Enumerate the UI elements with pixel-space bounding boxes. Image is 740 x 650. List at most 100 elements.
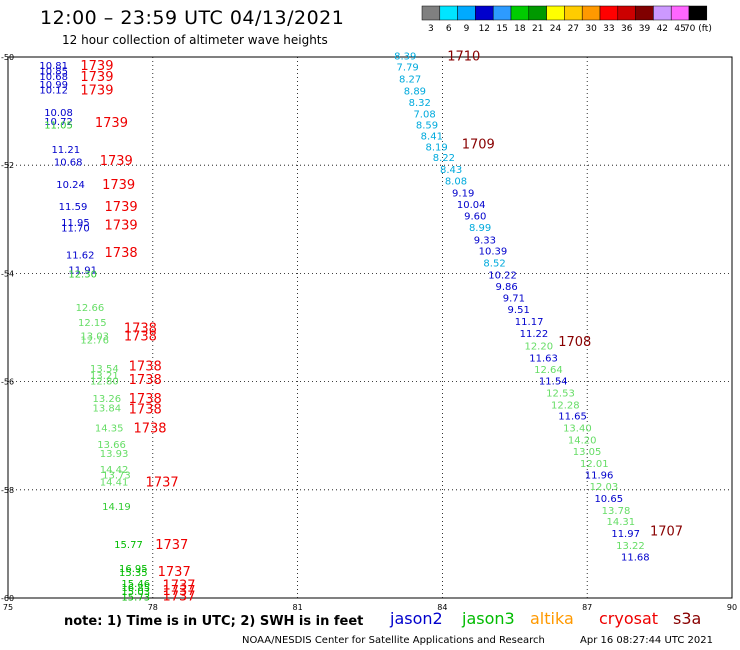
legend-label: 39 (639, 24, 651, 34)
wave-height-value: 8.32 (409, 98, 431, 109)
legend-swatch (599, 5, 619, 21)
wave-height-value: 9.86 (495, 282, 517, 293)
legend-swatch (546, 5, 565, 21)
wave-height-value: 16.85 (121, 583, 150, 594)
time-label: 1710 (447, 49, 480, 64)
legend-swatch (581, 5, 601, 21)
y-tick-label: -56 (1, 378, 14, 387)
x-tick-label: 87 (582, 603, 592, 612)
wave-height-value: 15.35 (119, 568, 148, 579)
time-label: 1738 (129, 373, 162, 388)
time-label: 1738 (105, 246, 138, 261)
wave-height-value: 13.22 (616, 541, 645, 552)
wave-height-value: 11.54 (539, 377, 568, 388)
wave-height-value: 10.81 (39, 61, 68, 72)
legend-swatch (528, 5, 547, 21)
legend-swatch (617, 5, 636, 21)
legend-label: 9 (464, 24, 470, 34)
time-label: 1708 (558, 335, 591, 350)
y-tick-label: -50 (1, 53, 14, 62)
y-tick-label: -60 (1, 594, 14, 603)
x-tick-label: 81 (293, 603, 303, 612)
wave-height-value: 8.52 (483, 259, 505, 270)
wave-height-value: 11.68 (621, 552, 650, 563)
time-label: 1739 (105, 200, 138, 215)
wave-height-value: 10.08 (44, 108, 73, 119)
wave-height-value: 15.03 (121, 587, 150, 598)
wave-height-value: 8.43 (440, 165, 462, 176)
wave-height-value: 8.99 (469, 223, 491, 234)
wave-height-value: 14.41 (100, 478, 129, 489)
time-label: 1739 (80, 59, 113, 74)
wave-height-value: 8.41 (421, 131, 443, 142)
wave-height-value: 11.95 (61, 218, 90, 229)
footer-note: note: 1) Time is in UTC; 2) SWH is in fe… (64, 614, 364, 629)
wave-height-value: 7.79 (397, 63, 419, 74)
time-label: 1737 (146, 476, 179, 491)
x-tick-label: 90 (727, 603, 737, 612)
time-label: 1709 (462, 138, 495, 153)
wave-height-value: 13.05 (573, 447, 602, 458)
satellite-altika-label: altika (530, 609, 574, 628)
wave-height-points: 10.8110.8510.6810.9910.1210.0810.7211.05… (39, 49, 683, 604)
wave-height-value: 15.77 (114, 540, 143, 551)
wave-height-value: 11.21 (51, 145, 80, 156)
time-label: 1738 (133, 422, 166, 437)
wave-height-value: 10.72 (44, 117, 73, 128)
legend-swatch (439, 5, 458, 21)
wave-height-value: 9.71 (503, 294, 525, 305)
time-label: 1739 (105, 219, 138, 234)
legend-swatch (564, 5, 583, 21)
wave-height-value: 13.93 (100, 449, 129, 460)
map-title: 12:00 – 23:59 UTC 04/13/2021 (40, 7, 345, 29)
wave-height-value: 10.04 (457, 200, 486, 211)
legend-label: 45 (674, 24, 685, 34)
y-tick-label: -54 (1, 269, 14, 278)
wave-height-value: 13.03 (80, 332, 109, 343)
time-label: 1739 (80, 83, 113, 98)
legend-label: 36 (621, 24, 633, 34)
legend-swatch (492, 5, 512, 21)
wave-height-value: 12.76 (80, 335, 109, 346)
wave-height-value: 13.40 (563, 424, 592, 435)
legend-swatch (421, 5, 441, 21)
wave-height-value: 10.99 (39, 80, 68, 91)
legend-swatch (670, 5, 690, 21)
wave-height-value: 13.78 (602, 506, 631, 517)
satellite-s3a-label: s3a (673, 609, 702, 628)
wave-height-value: 11.59 (59, 202, 88, 213)
wave-height-value: 10.65 (594, 494, 623, 505)
legend-label: 18 (514, 24, 526, 34)
wave-height-value: 10.68 (39, 72, 68, 83)
wave-height-value: 12.20 (524, 341, 553, 352)
wave-height-value: 12.80 (90, 377, 119, 388)
wave-height-value: 12.66 (76, 303, 105, 314)
wave-height-value: 10.22 (488, 270, 517, 281)
wave-height-value: 11.70 (61, 223, 90, 234)
wave-height-value: 11.96 (585, 471, 614, 482)
time-label: 1738 (124, 322, 157, 337)
legend-swatch (653, 5, 672, 21)
credit-text: NOAA/NESDIS Center for Satellite Applica… (242, 635, 545, 646)
wave-height-value: 14.19 (102, 502, 131, 513)
wave-height-value: 13.26 (92, 394, 121, 405)
wave-height-value: 12.03 (590, 482, 619, 493)
y-tick-label: -52 (1, 161, 14, 170)
wave-height-value: 12.28 (551, 400, 580, 411)
wave-height-value: 9.51 (508, 305, 530, 316)
legend-label: 70 (ft) (684, 24, 712, 34)
time-label: 1737 (162, 578, 195, 593)
wave-height-value: 8.89 (404, 87, 426, 98)
time-label: 1738 (129, 392, 162, 407)
legend-label: 21 (532, 24, 543, 34)
legend-swatch (475, 5, 494, 21)
wave-height-value: 14.42 (100, 465, 129, 476)
wave-height-value: 8.39 (394, 51, 416, 62)
wave-height-value: 13.73 (102, 471, 131, 482)
wave-height-value: 13.84 (92, 404, 121, 415)
time-label: 1739 (100, 154, 133, 169)
legend-swatch (635, 5, 654, 21)
time-label: 1738 (129, 359, 162, 374)
satellite-jason3-label: jason3 (462, 609, 515, 628)
map-grid (7, 56, 733, 599)
